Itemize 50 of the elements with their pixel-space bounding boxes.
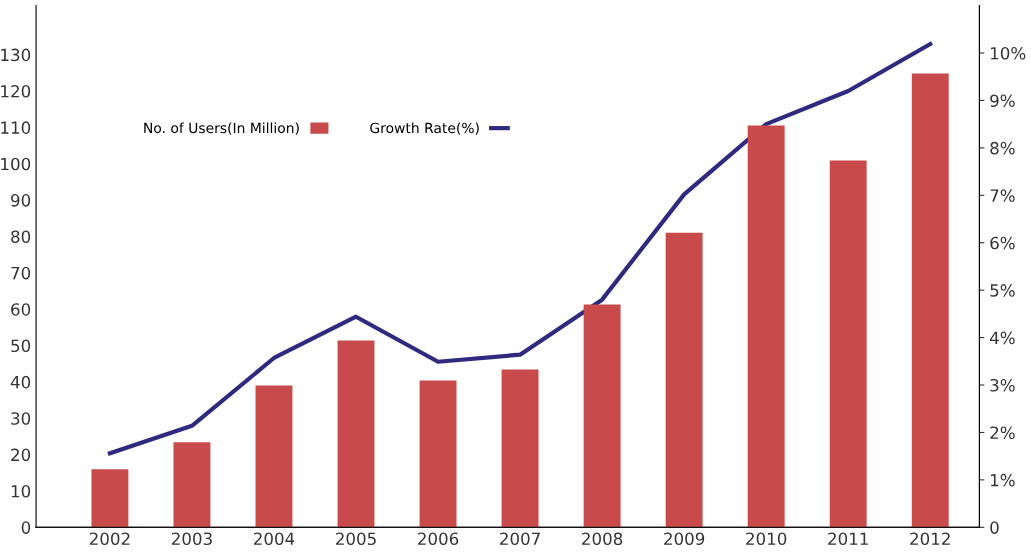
y2-tick-label: 3% bbox=[990, 378, 1015, 392]
y2-tick-label: 8% bbox=[990, 141, 1015, 155]
bar bbox=[173, 442, 211, 528]
x-tick-label: 2004 bbox=[253, 532, 295, 546]
x-tick-label: 2009 bbox=[664, 532, 705, 546]
line-series bbox=[107, 41, 933, 456]
y-tick-label: 50 bbox=[11, 339, 31, 353]
y-tick-label: 60 bbox=[11, 303, 31, 316]
bar bbox=[337, 340, 375, 528]
y-tick-label: 90 bbox=[11, 194, 31, 207]
bar bbox=[501, 369, 539, 528]
x-tick-label: 2006 bbox=[418, 532, 459, 546]
y-tick-label: 110 bbox=[1, 121, 31, 134]
y-tick-label: 30 bbox=[11, 412, 31, 425]
y-tick-label: 120 bbox=[1, 84, 31, 98]
y2-tick-label: 10% bbox=[991, 46, 1026, 60]
y-tick-label: 20 bbox=[11, 448, 31, 462]
bar bbox=[829, 160, 867, 528]
y-tick-label: 40 bbox=[10, 375, 31, 389]
x-tick-label: 2012 bbox=[910, 532, 950, 546]
y-tick-label: 130 bbox=[1, 48, 31, 62]
y2-tick-label: 5% bbox=[990, 284, 1015, 297]
x-tick-label: 2007 bbox=[500, 532, 540, 546]
y2-tick-label: 7% bbox=[990, 189, 1015, 202]
legend-label: Growth Rate(%) bbox=[370, 122, 479, 135]
x-tick-label: 2008 bbox=[582, 532, 623, 546]
x-tick-label: 2002 bbox=[89, 532, 130, 546]
y-tick-label: 10 bbox=[11, 484, 31, 498]
y2-tick-label: 0 bbox=[990, 521, 999, 534]
x-tick-label: 2005 bbox=[336, 532, 376, 546]
bar bbox=[91, 469, 129, 528]
y2-tick-label: 6% bbox=[990, 236, 1015, 250]
y2-tick-label: 2% bbox=[990, 426, 1015, 440]
y-tick-label: 100 bbox=[1, 157, 31, 171]
legend-label: No. of Users(In Million) bbox=[144, 122, 299, 135]
y2-tick-label: 4% bbox=[989, 331, 1015, 345]
y-tick-label: 80 bbox=[11, 230, 31, 244]
x-tick-label: 2011 bbox=[828, 532, 868, 546]
x-tick-label: 2010 bbox=[746, 532, 787, 546]
y-tick-label: 70 bbox=[11, 266, 31, 280]
x-tick-label: 2003 bbox=[171, 532, 212, 546]
bar bbox=[747, 125, 785, 528]
bar bbox=[911, 73, 949, 528]
y2-tick-label: 1% bbox=[991, 473, 1015, 487]
bar bbox=[419, 380, 457, 528]
bar bbox=[255, 385, 293, 528]
bar bbox=[665, 232, 703, 528]
bar bbox=[583, 304, 621, 528]
y2-tick-label: 9% bbox=[990, 94, 1015, 108]
y-tick-label: 0 bbox=[21, 521, 31, 534]
